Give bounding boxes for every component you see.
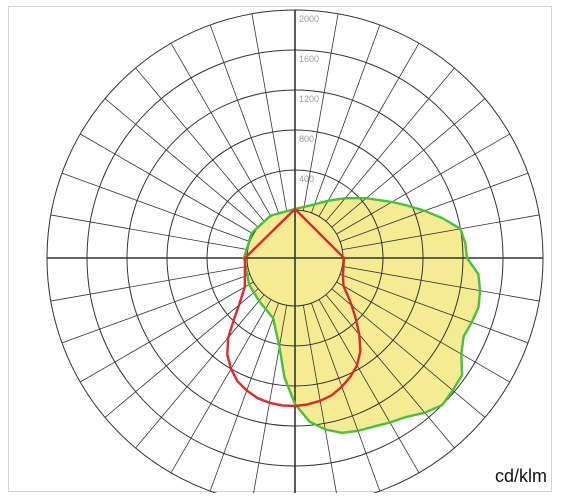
grid-spoke-190 bbox=[251, 13, 288, 211]
grid-spoke-200 bbox=[209, 24, 279, 214]
series-line-0 bbox=[242, 197, 482, 434]
grid-spoke-220 bbox=[135, 67, 265, 222]
chart-frame: 400 800 1200 1600 2000 cd/klm bbox=[8, 6, 552, 493]
grid-spoke-260 bbox=[50, 214, 248, 251]
unit-label: cd/klm bbox=[494, 466, 547, 486]
grid-layer bbox=[46, 9, 544, 493]
grid-spoke-120 bbox=[336, 133, 510, 235]
grid-spoke-40 bbox=[325, 294, 455, 449]
grid-spoke-10 bbox=[302, 305, 337, 493]
tick-label-layer: 400 800 1200 1600 2000 bbox=[299, 14, 319, 184]
polar-chart: 400 800 1200 1600 2000 bbox=[46, 9, 544, 493]
grid-spoke-50 bbox=[331, 288, 486, 418]
radial-tick-label-2000: 2000 bbox=[299, 14, 319, 24]
grid-spoke-130 bbox=[331, 98, 486, 228]
radial-tick-label-1200: 1200 bbox=[299, 94, 319, 104]
grid-spoke-300 bbox=[80, 281, 254, 383]
series-layer bbox=[226, 197, 482, 434]
grid-spoke-100 bbox=[342, 214, 540, 251]
radial-tick-label-800: 800 bbox=[299, 134, 314, 144]
grid-spoke-80 bbox=[342, 265, 540, 302]
grid-spoke-60 bbox=[336, 281, 510, 383]
grid-spoke-110 bbox=[339, 172, 529, 242]
radial-tick-label-400: 400 bbox=[299, 174, 314, 184]
grid-spoke-160 bbox=[311, 24, 381, 214]
grid-spoke-140 bbox=[325, 67, 455, 222]
grid-spoke-240 bbox=[80, 133, 254, 235]
grid-spoke-250 bbox=[61, 172, 251, 242]
grid-spoke-20 bbox=[311, 302, 381, 492]
grid-spoke-230 bbox=[104, 98, 259, 228]
grid-spoke-30 bbox=[318, 299, 420, 473]
grid-spoke-70 bbox=[339, 274, 529, 344]
grid-spoke-330 bbox=[170, 299, 272, 473]
series-line-1 bbox=[226, 207, 362, 408]
grid-spoke-280 bbox=[50, 265, 248, 302]
grid-spoke-320 bbox=[135, 294, 265, 449]
radial-tick-label-1600: 1600 bbox=[299, 54, 319, 64]
grid-spoke-150 bbox=[318, 43, 420, 217]
grid-spoke-210 bbox=[170, 43, 272, 217]
grid-spoke-170 bbox=[302, 13, 339, 211]
grid-spoke-310 bbox=[104, 288, 259, 418]
grid-spoke-290 bbox=[61, 274, 251, 344]
grid-spoke-340 bbox=[209, 302, 279, 492]
